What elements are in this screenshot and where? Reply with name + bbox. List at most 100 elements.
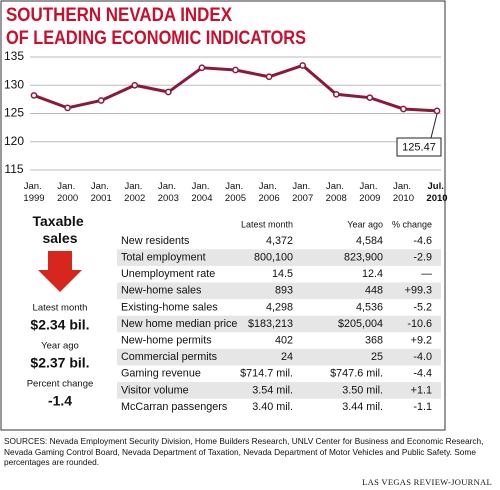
cell: 4,372 [266, 235, 293, 247]
cell: 24 [281, 351, 293, 363]
x-tick-label: Jan. 2002 [124, 181, 145, 204]
cell: 4,584 [356, 235, 383, 247]
credit: LAS VEGAS REVIEW-JOURNAL [362, 477, 492, 487]
cell: 3.54 mil. [252, 384, 293, 396]
cell: 893 [275, 285, 293, 297]
x-tick-label: Jan. 2003 [158, 181, 179, 204]
cell: $183,213 [248, 318, 293, 330]
row-label: Commercial permits [121, 351, 218, 363]
callout-line [430, 113, 438, 139]
x-tick-label: Jan. 2006 [259, 181, 280, 204]
column-header: Latest month [241, 219, 293, 229]
y-tick-label: 130 [4, 77, 24, 91]
row-label: Gaming revenue [121, 368, 201, 380]
point [400, 105, 407, 113]
cell: -5.2 [413, 301, 432, 313]
cell: 823,900 [344, 251, 383, 263]
point [232, 66, 239, 74]
row-label: New home median price [121, 318, 237, 330]
panel-value: -1.4 [48, 393, 72, 409]
frame [0, 0, 446, 431]
panel-value: $2.37 bil. [30, 355, 89, 371]
cell: $714.7 mil. [240, 368, 293, 380]
row-label: Unemployment rate [121, 268, 215, 280]
x-tick-label: Jan. 2010 [393, 181, 414, 204]
chart-title: SOUTHERN NEVADA INDEX [6, 5, 232, 26]
cell: 14.5 [272, 268, 293, 280]
point [265, 73, 273, 81]
point [164, 88, 172, 96]
cell: 3.44 mil. [342, 401, 383, 413]
x-tick-label: Jan. 2001 [91, 181, 112, 204]
point [198, 64, 206, 72]
panel-label: Latest month [33, 303, 88, 314]
column-header: % change [392, 219, 432, 229]
panel-title: Taxable sales [33, 213, 88, 246]
cell: 12.4 [362, 268, 383, 280]
chart-title: OF LEADING ECONOMIC INDICATORS [6, 28, 306, 49]
cell: 3.40 mil. [252, 401, 293, 413]
callout-box [396, 137, 442, 157]
cell: 448 [365, 285, 383, 297]
row-label: New-home permits [121, 334, 212, 346]
row-label: Existing-home sales [121, 301, 218, 313]
x-tick-label: Jan. 2008 [326, 181, 347, 204]
cell: 25 [371, 351, 383, 363]
cell: — [421, 268, 432, 280]
point [97, 97, 105, 104]
x-tick-label: Jan. 2009 [359, 181, 380, 204]
point [131, 81, 139, 89]
y-tick-label: 135 [4, 49, 24, 63]
row-stripe [117, 315, 441, 333]
x-tick-label: Jan. 2005 [225, 181, 246, 204]
cell: -4.4 [413, 368, 432, 380]
cell: $747.6 mil. [330, 368, 383, 380]
down-arrow [38, 251, 82, 292]
panel-label: Percent change [27, 379, 94, 390]
row-label: New-home sales [121, 285, 202, 297]
column-header: Year ago [347, 219, 383, 229]
cell: 368 [365, 334, 383, 346]
point [366, 94, 374, 102]
y-tick-label: 120 [4, 134, 24, 148]
cell: $205,004 [338, 318, 383, 330]
cell: 402 [275, 334, 293, 346]
row-label: Total employment [121, 251, 206, 263]
cell: 3.50 mil. [342, 384, 383, 396]
panel-label: Year ago [41, 341, 79, 352]
x-tick-label: Jan. 2000 [57, 181, 78, 204]
point [64, 104, 71, 112]
data-label: 125.47 [402, 141, 436, 153]
cell: 800,100 [254, 251, 293, 263]
sources: SOURCES: Nevada Employment Security Divi… [4, 436, 484, 467]
row-stripe [117, 249, 441, 266]
row-label: McCarran passengers [121, 401, 228, 413]
x-tick-label: Jan. 2007 [292, 181, 313, 204]
point [332, 90, 340, 98]
cell: 4,298 [266, 301, 293, 313]
x-tick-label: Jan. 2004 [191, 181, 212, 204]
row-stripe [117, 282, 441, 300]
cell: -10.6 [407, 318, 432, 330]
cell: -4.6 [413, 235, 432, 247]
cell: +99.3 [405, 285, 432, 297]
x-tick-label: Jan. 1999 [23, 181, 44, 204]
row-stripe [117, 382, 441, 399]
point [433, 107, 441, 115]
point [30, 92, 38, 99]
point [299, 62, 307, 69]
cell: +9.2 [411, 334, 432, 346]
cell: -4.0 [413, 351, 432, 363]
y-tick-label: 125 [4, 106, 24, 120]
row-label: New residents [121, 235, 190, 247]
cell: 4,536 [356, 301, 383, 313]
y-tick-label: 115 [4, 162, 23, 176]
cell: +1.1 [411, 384, 432, 396]
panel-value: $2.34 bil. [30, 317, 89, 333]
row-stripe [117, 348, 441, 366]
cell: -1.1 [413, 401, 432, 413]
cell: -2.9 [413, 251, 432, 263]
x-tick-label: Jul. 2010 [426, 181, 447, 204]
